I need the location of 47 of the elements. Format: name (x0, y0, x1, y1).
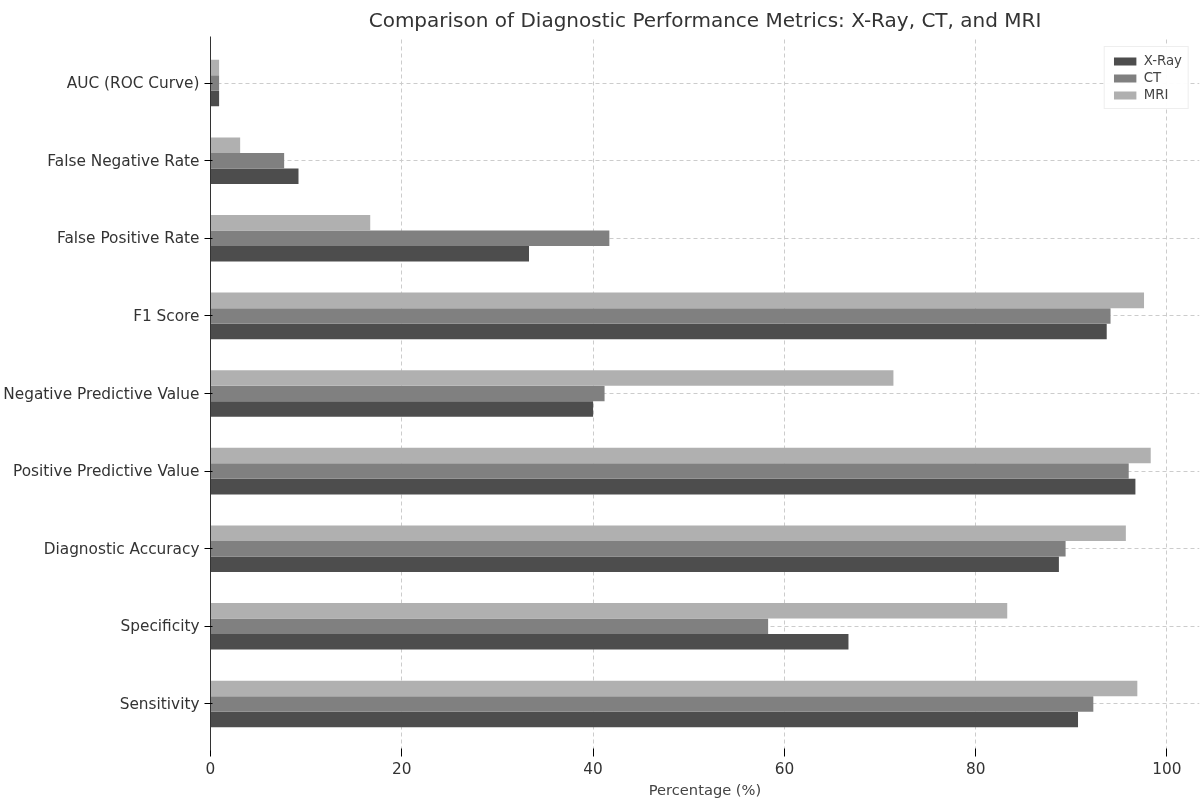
y-tick-label: Negative Predictive Value (3, 384, 200, 403)
bar (210, 59, 220, 76)
legend-label: MRI (1143, 87, 1169, 102)
bar (210, 556, 1059, 572)
x-tick-label: 20 (392, 759, 412, 778)
bar (210, 385, 605, 402)
bar (210, 634, 849, 650)
bar (210, 401, 594, 417)
bar (210, 152, 285, 169)
y-tick-label: AUC (ROC Curve) (66, 74, 200, 93)
y-tick-label: Diagnostic Accuracy (43, 539, 200, 558)
y-tick-label: False Negative Rate (47, 151, 200, 170)
x-tick-label: 40 (583, 759, 603, 778)
bar (210, 246, 530, 262)
bar (210, 75, 220, 91)
bar (210, 680, 1138, 697)
y-tick-label: Specificity (120, 617, 200, 636)
bar (210, 323, 1107, 340)
y-tick-label: Positive Predictive Value (13, 462, 200, 481)
bar (210, 90, 220, 107)
bar (210, 603, 1008, 619)
x-tick-label: 60 (774, 759, 795, 778)
x-tick-label: 0 (205, 759, 216, 778)
bar (210, 308, 1111, 324)
bar (210, 230, 610, 247)
x-axis-title: Percentage (%) (648, 780, 762, 798)
bar (210, 292, 1145, 309)
bar (210, 215, 371, 231)
bar (210, 463, 1129, 479)
x-tick-label: 80 (965, 759, 986, 778)
y-tick-label: False Positive Rate (57, 229, 200, 248)
x-tick-label: 100 (1152, 759, 1182, 778)
bar (210, 618, 769, 635)
chart-title: Comparison of Diagnostic Performance Metrics: X-Ray, CT, and MRI (368, 7, 1042, 32)
legend-label: CT (1143, 70, 1163, 85)
bar (210, 478, 1136, 495)
bar (210, 525, 1126, 541)
bar (210, 137, 241, 153)
bar (210, 540, 1066, 557)
bar (210, 711, 1079, 728)
y-tick-label: Sensitivity (119, 694, 200, 713)
legend-label: X-Ray (1143, 53, 1182, 68)
bar (210, 696, 1094, 712)
y-tick-label: F1 Score (133, 306, 200, 325)
bar (210, 447, 1151, 464)
bar (210, 168, 299, 184)
bar (210, 370, 894, 386)
